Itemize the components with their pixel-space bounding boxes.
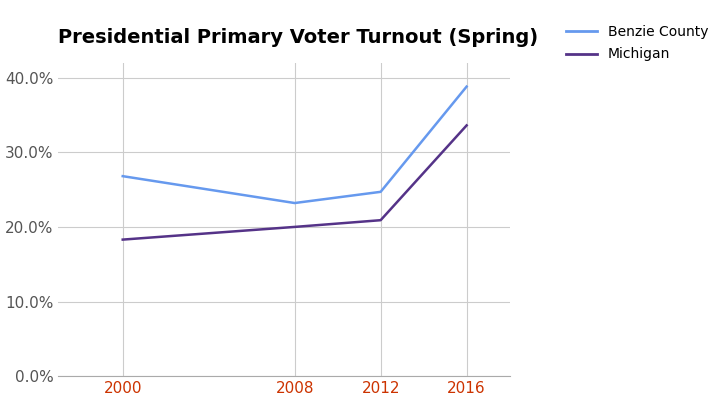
Michigan — [290, 224, 299, 229]
Benzie County — [290, 201, 299, 206]
Benzie County — [119, 173, 127, 178]
Michigan — [376, 218, 385, 223]
Benzie County — [462, 84, 471, 89]
Text: Presidential Primary Voter Turnout (Spring): Presidential Primary Voter Turnout (Spri… — [58, 28, 539, 47]
Line: Michigan: Michigan — [123, 125, 467, 240]
Michigan — [462, 123, 471, 128]
Line: Benzie County: Benzie County — [123, 87, 467, 203]
Benzie County — [376, 189, 385, 194]
Legend: Benzie County, Michigan: Benzie County, Michigan — [561, 20, 713, 67]
Michigan — [119, 237, 127, 242]
